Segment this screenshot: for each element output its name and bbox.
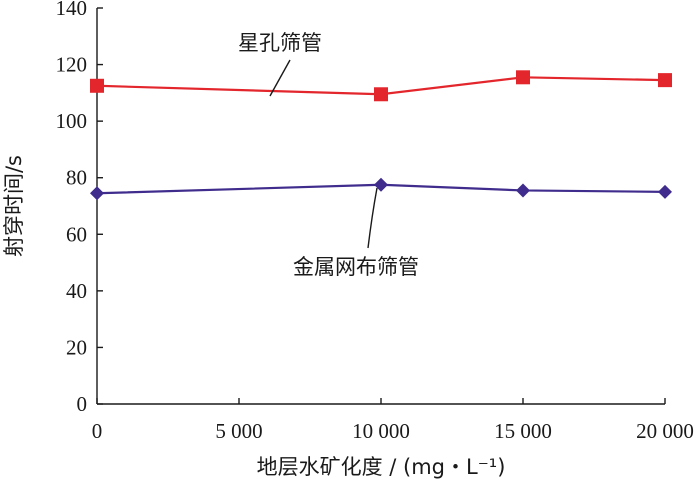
x-ticks: 0 5 000 10 000 15 000 20 000 — [92, 398, 694, 443]
data-point-square — [90, 78, 104, 93]
x-tick-label: 0 — [92, 419, 103, 443]
data-point-square — [374, 87, 388, 102]
data-point-diamond — [516, 183, 530, 198]
series-label-star-hole-screen: 星孔筛管 — [238, 31, 322, 55]
x-tick-label: 10 000 — [352, 419, 410, 443]
x-tick-label: 20 000 — [636, 419, 694, 443]
x-tick-label: 15 000 — [494, 419, 552, 443]
data-point-square — [516, 70, 530, 85]
y-tick-label: 40 — [66, 279, 87, 303]
y-tick-label: 0 — [77, 392, 88, 416]
y-tick-label: 140 — [56, 0, 88, 20]
y-tick-label: 20 — [66, 335, 87, 359]
y-axis-title: 射穿时间/s — [2, 155, 26, 257]
y-tick-label: 80 — [66, 166, 87, 190]
y-tick-label: 100 — [56, 109, 88, 133]
leader-line-metal-mesh-screen — [367, 187, 378, 249]
data-point-square — [658, 73, 672, 88]
series-line-1 — [96, 183, 666, 195]
y-ticks: 0 20 40 60 80 100 120 140 — [56, 0, 103, 416]
x-tick-label: 5 000 — [215, 419, 262, 443]
y-tick-label: 120 — [56, 53, 88, 77]
leader-line-star-hole-screen — [269, 59, 291, 97]
series-layer — [90, 70, 672, 201]
axes — [96, 8, 665, 405]
series-line-0 — [96, 76, 666, 96]
series-label-metal-mesh-screen: 金属网布筛管 — [293, 255, 419, 279]
x-axis-title: 地层水矿化度 / (mg・L⁻¹) — [257, 455, 506, 479]
series-annotations: 星孔筛管 金属网布筛管 — [238, 31, 419, 279]
y-tick-label: 60 — [66, 222, 87, 246]
data-point-diamond — [90, 186, 104, 201]
data-point-diamond — [658, 184, 672, 199]
